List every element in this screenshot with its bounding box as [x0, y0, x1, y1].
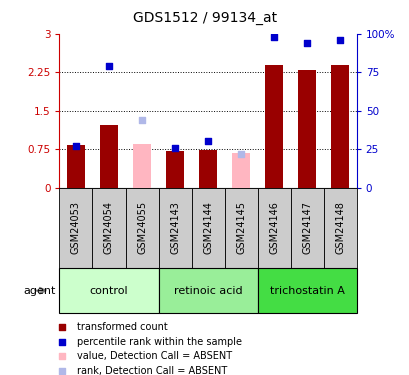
Point [336, 37, 343, 43]
Text: GSM24053: GSM24053 [71, 201, 81, 254]
Text: GSM24055: GSM24055 [137, 201, 147, 254]
Bar [198, 150, 217, 188]
Point [171, 144, 178, 150]
Point [303, 40, 310, 46]
Bar [297, 70, 315, 188]
Bar [191, 188, 224, 268]
Text: GSM24146: GSM24146 [268, 201, 279, 254]
Bar [257, 188, 290, 268]
Text: GSM24144: GSM24144 [202, 201, 213, 254]
Point [237, 151, 244, 157]
Bar [133, 144, 151, 188]
Text: GSM24148: GSM24148 [335, 201, 344, 254]
Point [72, 143, 79, 149]
Text: GSM24145: GSM24145 [236, 201, 245, 254]
Point [204, 138, 211, 144]
Bar [166, 151, 184, 188]
Text: control: control [90, 286, 128, 296]
Bar [224, 188, 257, 268]
Bar [59, 188, 92, 268]
Bar [59, 268, 158, 313]
Text: GSM24143: GSM24143 [170, 201, 180, 254]
Text: agent: agent [23, 286, 55, 296]
Text: value, Detection Call = ABSENT: value, Detection Call = ABSENT [77, 351, 231, 361]
Text: GSM24054: GSM24054 [104, 201, 114, 254]
Bar [231, 153, 249, 188]
Point [59, 353, 65, 359]
Text: percentile rank within the sample: percentile rank within the sample [77, 337, 241, 347]
Point [106, 63, 112, 69]
Text: GSM24147: GSM24147 [301, 201, 311, 254]
Text: retinoic acid: retinoic acid [173, 286, 242, 296]
Text: GDS1512 / 99134_at: GDS1512 / 99134_at [133, 11, 276, 25]
Bar [330, 64, 348, 188]
Bar [158, 188, 191, 268]
Bar [290, 188, 323, 268]
Bar [125, 188, 158, 268]
Bar [264, 64, 283, 188]
Text: trichostatin A: trichostatin A [269, 286, 344, 296]
Bar [67, 146, 85, 188]
Text: rank, Detection Call = ABSENT: rank, Detection Call = ABSENT [77, 366, 227, 375]
Point [59, 324, 65, 330]
Point [59, 368, 65, 374]
Point [59, 339, 65, 345]
Bar [158, 268, 257, 313]
Point [138, 117, 145, 123]
Bar [323, 188, 356, 268]
Point [270, 34, 277, 40]
Text: transformed count: transformed count [77, 322, 167, 332]
Bar [100, 125, 118, 188]
Bar [257, 268, 356, 313]
Bar [92, 188, 125, 268]
